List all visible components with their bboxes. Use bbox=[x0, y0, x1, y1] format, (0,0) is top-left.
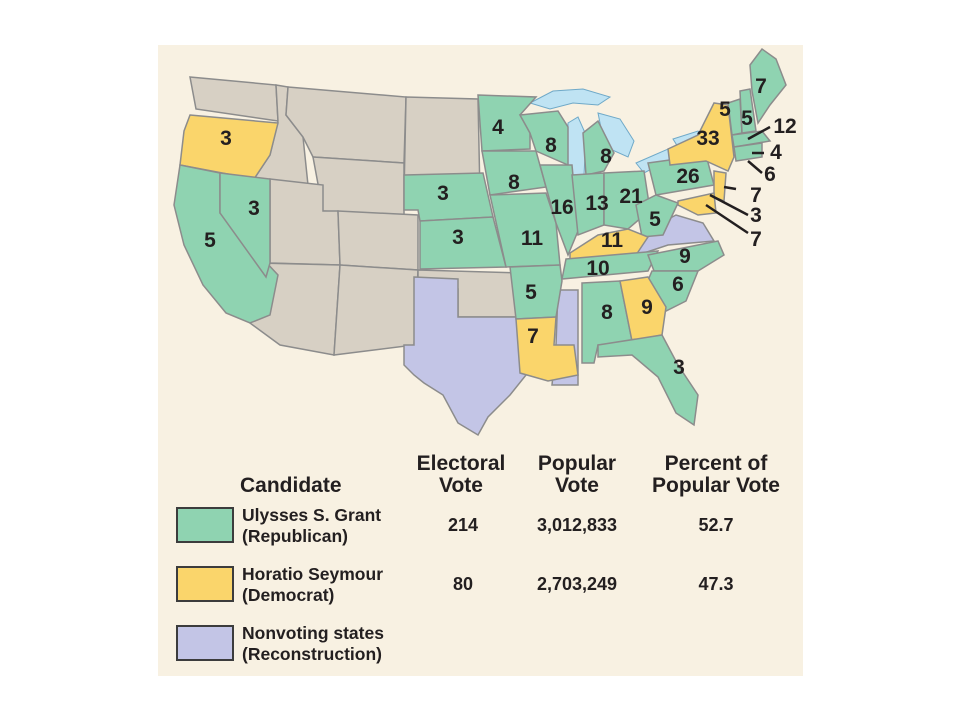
washington-territory bbox=[189, 76, 279, 122]
ev-label-california: 5 bbox=[204, 229, 216, 252]
ev-label-indiana: 13 bbox=[585, 192, 608, 215]
georgia bbox=[619, 276, 667, 342]
ev-label-kansas: 3 bbox=[452, 226, 464, 249]
ev-label-florida: 3 bbox=[673, 356, 685, 379]
row-grant-percent: 52.7 bbox=[698, 515, 734, 535]
header-percent-popular: Percent of Popular Vote bbox=[652, 452, 780, 497]
ev-label-new-jersey: 7 bbox=[750, 184, 762, 207]
ev-label-illinois: 16 bbox=[550, 196, 573, 219]
row-grant-popular: 3,012,833 bbox=[536, 515, 618, 535]
texas bbox=[403, 276, 527, 437]
ev-label-new-york: 33 bbox=[696, 127, 719, 150]
swatch-republican bbox=[176, 507, 234, 543]
ev-label-west-virginia: 5 bbox=[649, 208, 661, 231]
massachusetts bbox=[731, 130, 772, 148]
header-electoral-vote: Electoral Vote bbox=[416, 452, 506, 497]
north-carolina bbox=[646, 240, 725, 272]
colorado-territory bbox=[337, 210, 419, 271]
election-map: 3 5 3 3 3 4 8 8 11 16 8 13 21 26 33 11 5… bbox=[173, 47, 797, 437]
ev-label-oregon: 3 bbox=[220, 127, 232, 150]
row-grant-electoral: 214 bbox=[447, 515, 479, 535]
swatch-nonvoting bbox=[176, 625, 234, 661]
header-popular-vote: Popular Vote bbox=[537, 452, 617, 497]
ev-label-maryland: 7 bbox=[750, 228, 762, 251]
ev-label-tennessee: 10 bbox=[586, 257, 609, 280]
row-grant-name: Ulysses S. Grant (Republican) bbox=[242, 505, 382, 546]
ev-labels: 3 5 3 3 3 4 8 8 11 16 8 13 21 26 33 11 5… bbox=[204, 75, 797, 379]
ev-label-ohio: 21 bbox=[619, 185, 643, 208]
ev-label-kentucky: 11 bbox=[601, 229, 624, 252]
maine bbox=[749, 47, 787, 125]
tennessee bbox=[561, 250, 660, 280]
ev-label-south-carolina: 6 bbox=[672, 273, 684, 296]
ev-label-delaware: 3 bbox=[750, 204, 762, 227]
florida bbox=[597, 334, 699, 427]
map-panel: 3 5 3 3 3 4 8 8 11 16 8 13 21 26 33 11 5… bbox=[158, 45, 803, 676]
new-hampshire bbox=[739, 88, 757, 134]
louisiana bbox=[515, 316, 579, 382]
ev-label-minnesota: 4 bbox=[492, 116, 504, 139]
ev-label-wisconsin: 8 bbox=[545, 134, 557, 157]
territories bbox=[189, 76, 524, 356]
michigan bbox=[582, 119, 615, 176]
leader-lines bbox=[705, 125, 771, 235]
connecticut-ri bbox=[733, 142, 763, 162]
ev-label-north-carolina: 9 bbox=[679, 245, 691, 268]
row-seymour-popular: 2,703,249 bbox=[536, 574, 618, 594]
ev-label-michigan: 8 bbox=[600, 145, 612, 168]
west-virginia bbox=[635, 194, 680, 238]
wyoming-territory bbox=[312, 156, 405, 216]
arkansas bbox=[509, 264, 563, 320]
ev-label-connecticut: 6 bbox=[764, 163, 776, 186]
ev-label-vermont: 5 bbox=[719, 98, 731, 121]
new-york bbox=[667, 102, 735, 172]
ev-label-alabama: 8 bbox=[601, 301, 613, 324]
row-nonvoting-name: Nonvoting states (Reconstruction) bbox=[242, 623, 384, 664]
maryland-delaware bbox=[677, 192, 717, 216]
ev-label-missouri: 11 bbox=[521, 227, 544, 250]
ev-label-rhode-island: 4 bbox=[770, 141, 782, 164]
ev-label-maine: 7 bbox=[755, 75, 767, 98]
ev-label-nebraska: 3 bbox=[437, 182, 449, 205]
ev-label-massachusetts: 12 bbox=[773, 115, 796, 138]
row-seymour-electoral: 80 bbox=[452, 574, 474, 594]
ev-label-iowa: 8 bbox=[508, 171, 520, 194]
ev-label-nevada: 3 bbox=[248, 197, 260, 220]
ev-label-arkansas: 5 bbox=[525, 281, 537, 304]
swatch-democrat bbox=[176, 566, 234, 602]
nevada bbox=[219, 172, 271, 279]
ev-label-pennsylvania: 26 bbox=[676, 165, 699, 188]
lake-superior bbox=[528, 88, 612, 110]
row-seymour-percent: 47.3 bbox=[698, 574, 734, 594]
row-seymour-name: Horatio Seymour (Democrat) bbox=[242, 564, 383, 605]
illinois bbox=[539, 164, 579, 258]
ev-label-louisiana: 7 bbox=[527, 325, 539, 348]
ev-label-new-hampshire: 5 bbox=[741, 107, 753, 130]
new-mexico-territory bbox=[333, 264, 419, 356]
ev-label-georgia: 9 bbox=[641, 296, 653, 319]
missouri bbox=[489, 192, 561, 268]
header-candidate: Candidate bbox=[240, 474, 342, 497]
